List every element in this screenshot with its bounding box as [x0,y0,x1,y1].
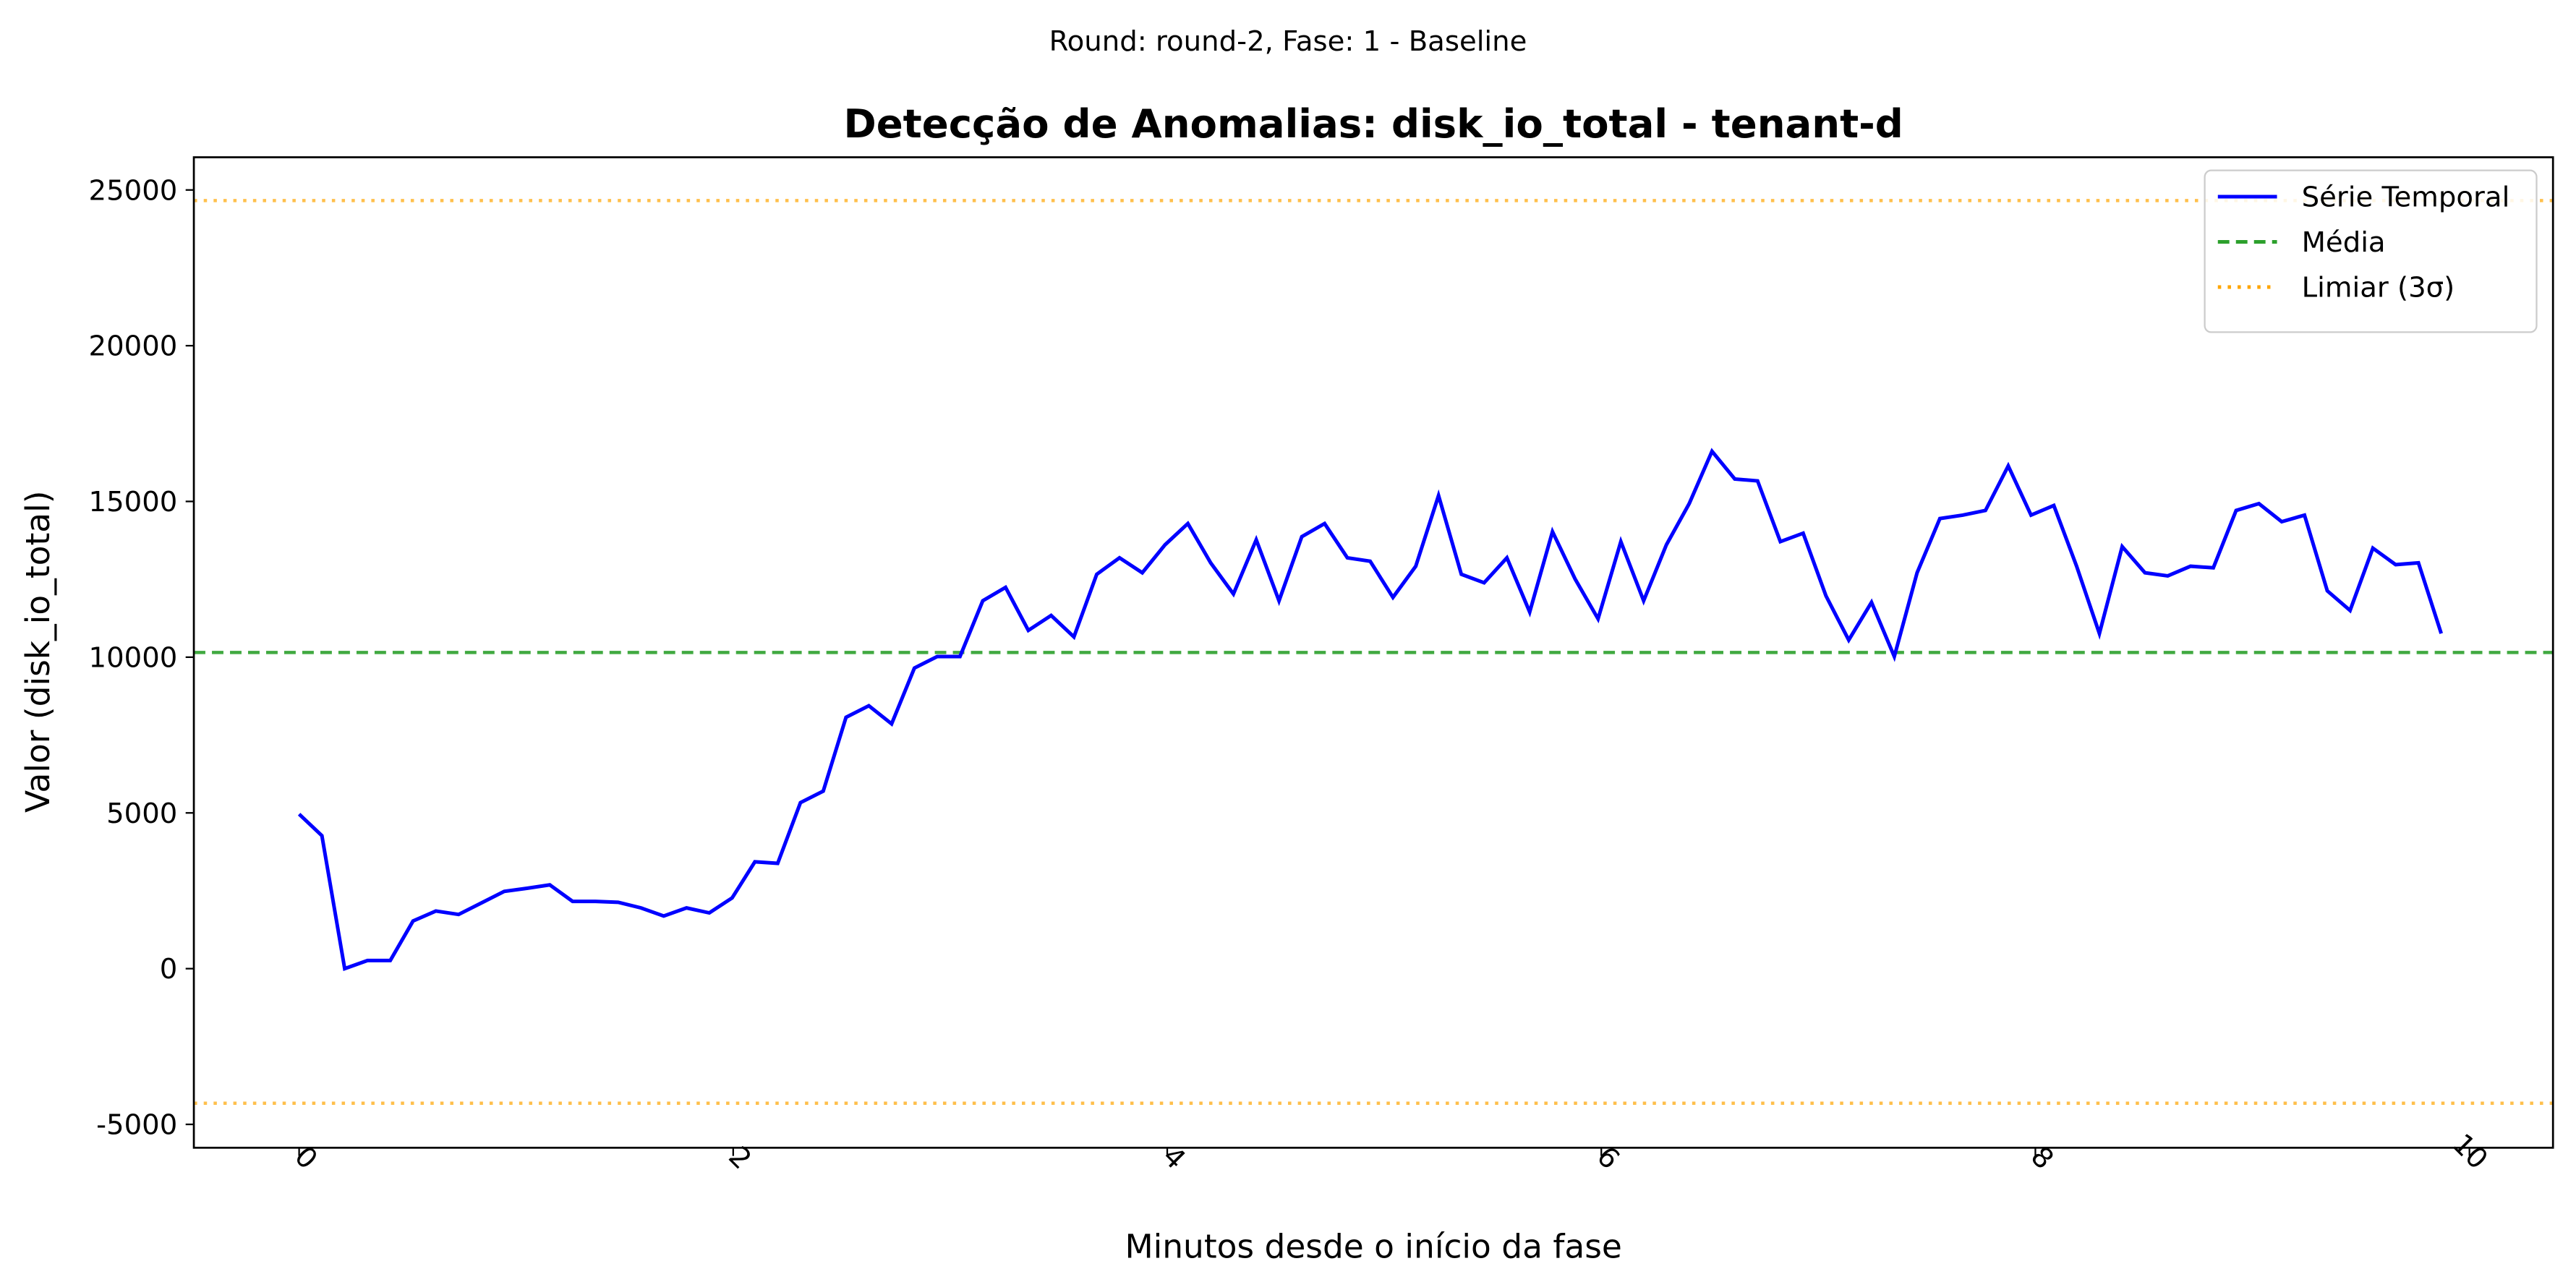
x-axis-label: Minutos desde o início da fase [1125,1228,1621,1266]
y-tick-label: -5000 [96,1109,177,1142]
legend-box [2204,169,2538,333]
x-tick-label: 0 [288,1140,323,1176]
x-tick-label: 6 [1590,1140,1626,1176]
legend-label: Série Temporal [2302,181,2510,214]
y-tick-label: 15000 [89,486,178,518]
y-tick-label: 10000 [89,641,178,674]
data-line [297,448,2444,971]
plot-area [194,199,2554,1105]
x-tick-label: 10 [2446,1128,2494,1176]
y-axis-label: Valor (disk_io_total) [19,491,57,813]
suptitle: Round: round-2, Fase: 1 - Baseline [1049,25,1527,58]
legend: Série Temporal Média Limiar (3σ) [2204,169,2538,333]
x-tick-label: 4 [1156,1140,1192,1176]
plot-frame [192,156,2554,1149]
y-tick-label: 5000 [106,798,177,830]
x-tick-label: 2 [722,1140,757,1176]
y-tick-label: 20000 [89,330,178,363]
legend-label: Média [2302,226,2386,259]
y-tick-label: 0 [160,953,178,986]
x-tick-label: 8 [2024,1140,2060,1176]
chart-title: Detecção de Anomalias: disk_io_total - t… [843,101,1903,147]
legend-label: Limiar (3σ) [2302,272,2455,304]
y-tick-label: 25000 [89,174,178,207]
